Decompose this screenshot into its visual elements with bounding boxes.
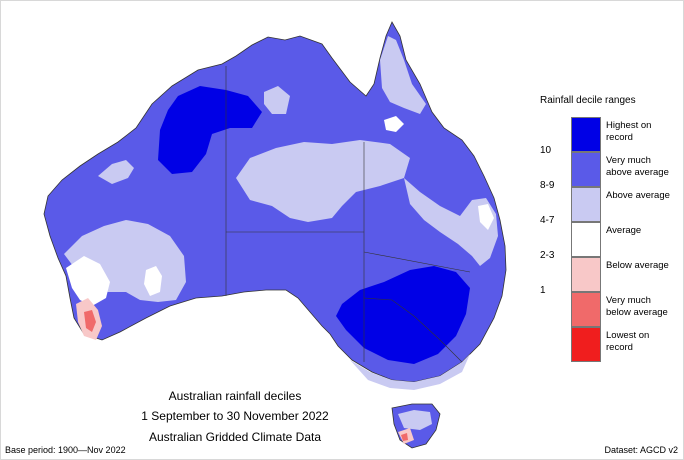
tasmania-very-much-below	[401, 433, 408, 441]
above-central-band	[236, 140, 410, 222]
highest-kimberley	[158, 86, 262, 174]
legend-swatch	[571, 327, 601, 362]
legend-label: Lowest on record	[606, 330, 650, 353]
legend-item: Highest on record	[540, 117, 680, 152]
state-borders	[225, 66, 471, 363]
legend-item: Very much below average	[540, 292, 680, 327]
legend-item: Average	[540, 222, 680, 257]
legend-item: Below average	[540, 257, 680, 292]
average-sw	[66, 256, 110, 306]
legend-label: Highest on record	[606, 120, 652, 143]
caption-dataset: Australian Gridded Climate Data	[148, 430, 322, 444]
legend-swatch	[571, 222, 601, 257]
dataset-label: Dataset: AGCD v2	[604, 445, 678, 455]
above-nw	[98, 160, 134, 184]
caption-date-range: 1 September to 30 November 2022	[141, 409, 329, 423]
legend-item: Lowest on record	[540, 327, 680, 362]
legend-label: Below average	[606, 260, 669, 271]
legend-swatch	[571, 117, 601, 152]
above-south-coast	[350, 354, 470, 390]
legend-item: Very much above average	[540, 152, 680, 187]
legend-label: Average	[606, 225, 642, 236]
caption-title: Australian rainfall deciles	[168, 389, 302, 403]
above-nt-top	[264, 86, 290, 114]
legend-tick: 4-7	[540, 215, 555, 226]
base-period: Base period: 1900—Nov 2022	[5, 445, 126, 455]
legend-tick: 1	[540, 285, 546, 296]
legend-tick: 2-3	[540, 250, 555, 261]
average-qld-spot	[384, 116, 404, 132]
very-much-below-sw	[84, 310, 96, 332]
legend-item: Above average	[540, 187, 680, 222]
above-north-qld	[380, 36, 426, 114]
tasmania-above	[398, 410, 432, 430]
legend-label: Very much below average	[606, 295, 668, 318]
legend-label: Above average	[606, 190, 670, 201]
legend-swatch	[571, 152, 601, 187]
legend-swatch	[571, 187, 601, 222]
legend-swatch	[571, 257, 601, 292]
average-east-spot	[478, 204, 494, 230]
legend-swatch	[571, 292, 601, 327]
legend-label: Very much above average	[606, 155, 669, 178]
legend-tick: 10	[540, 145, 552, 156]
legend-tick: 8-9	[540, 180, 555, 191]
highest-southeast	[336, 266, 470, 364]
legend-title: Rainfall decile ranges	[540, 95, 636, 106]
average-central-spot	[144, 266, 162, 296]
above-east	[404, 178, 498, 266]
